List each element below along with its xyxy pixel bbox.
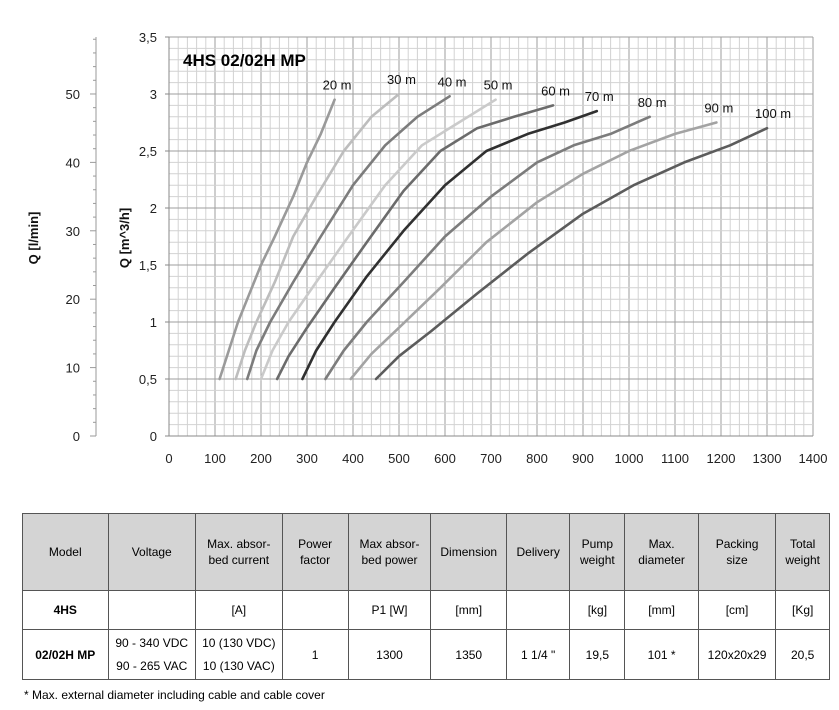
cell-delivery-unit: [506, 590, 571, 630]
header-model: Model: [22, 513, 109, 591]
x-tick-label: 1000: [615, 451, 644, 466]
cell-diameter-unit: [mm]: [624, 590, 699, 630]
current-ac: 10 (130 VAC): [202, 658, 275, 673]
header-pump-weight: Pump weight: [569, 513, 626, 591]
y2-tick-label: 10: [66, 361, 80, 376]
x-tick-label: 900: [572, 451, 594, 466]
cell-voltage: 90 - 340 VDC 90 - 265 VAC: [107, 629, 196, 680]
cell-current-unit: [A]: [194, 590, 283, 630]
x-tick-label: 700: [480, 451, 502, 466]
cell-power: 1300: [347, 629, 432, 680]
header-dimension: Dimension: [430, 513, 508, 591]
cell-diameter: 101 *: [624, 629, 699, 680]
y-tick-label: 3: [150, 87, 157, 102]
x-tick-label: 1400: [799, 451, 828, 466]
x-tick-label: 100: [204, 451, 226, 466]
series-label-40m: 40 m: [438, 74, 467, 89]
series-label-70m: 70 m: [585, 89, 614, 104]
series-label-30m: 30 m: [387, 72, 416, 87]
x-tick-label: 600: [434, 451, 456, 466]
spec-table: Model Voltage Max. absor-bed current Power f…: [22, 513, 830, 680]
header-packing: Packing size: [697, 513, 777, 591]
x-tick-label: 400: [342, 451, 364, 466]
x-tick-label: 800: [526, 451, 548, 466]
series-label-80m: 80 m: [638, 95, 667, 110]
y-tick-label: 3,5: [139, 30, 157, 45]
header-delivery: Delivery: [506, 513, 571, 591]
y-tick-label: 1,5: [139, 258, 157, 273]
chart-grid: [168, 36, 814, 437]
x-tick-label: 1200: [707, 451, 736, 466]
series-line-50m: [259, 98, 497, 381]
series-line-30m: [234, 92, 401, 381]
series-line-100m: [374, 126, 769, 381]
cell-power-unit: P1 [W]: [347, 590, 432, 630]
current-dc: 10 (130 VDC): [202, 635, 276, 650]
table-header-row: Model Voltage Max. absor-bed current Power f…: [22, 513, 830, 591]
chart-title: 4HS 02/02H MP: [183, 51, 306, 70]
header-diameter: Max. diameter: [624, 513, 699, 591]
x-tick-label: 500: [388, 451, 410, 466]
cell-model-series: 4HS: [22, 590, 109, 630]
pump-performance-chart: 0 100 200 300 400 500 600 700 800 900 1000 1100 1200…: [26, 30, 828, 466]
cell-total-weight-unit: [Kg]: [775, 590, 830, 630]
y-tick-label: 2,5: [139, 144, 157, 159]
x-tick-label: 1100: [661, 451, 689, 466]
series-label-60m: 60 m: [541, 83, 570, 98]
series-line-20m: [218, 98, 336, 381]
x-tick-label: 1300: [753, 451, 782, 466]
series-label-90m: 90 m: [704, 101, 733, 116]
y-tick-label: 0: [150, 429, 157, 444]
series-label-50m: 50 m: [484, 78, 513, 93]
cell-power-factor-unit: [281, 590, 349, 630]
y-tick-label: 2: [150, 201, 157, 216]
chart-series: 20 m 30 m 40 m 50 m 60 m 70 m 80 m 90 m 100 m: [218, 72, 791, 381]
y-axis-title: Q [m^3/h]: [117, 208, 132, 268]
y2-tick-label: 0: [73, 429, 80, 444]
cell-model: 02/02H MP: [22, 629, 109, 680]
cell-total-weight: 20,5: [775, 629, 830, 680]
x-tick-label: 200: [250, 451, 272, 466]
series-line-70m: [301, 109, 599, 381]
cell-dimension: 1350: [430, 629, 508, 680]
series-label-100m: 100 m: [755, 106, 791, 121]
header-power-factor: Power factor: [281, 513, 349, 591]
series-label-20m: 20 m: [323, 78, 352, 93]
header-total-weight: Total weight: [775, 513, 830, 591]
series-line-90m: [349, 121, 718, 381]
table-data-row: 02/02H MP 90 - 340 VDC 90 - 265 VAC 10 (…: [22, 629, 830, 680]
cell-voltage-unit: [107, 590, 196, 630]
voltage-ac: 90 - 265 VAC: [116, 658, 188, 673]
header-current: Max. absor-bed current: [194, 513, 283, 591]
y2-tick-label: 50: [66, 87, 80, 102]
table-units-row: 4HS [A] P1 [W] [mm] [kg] [mm] [cm] [Kg]: [22, 590, 830, 630]
cell-pump-weight-unit: [kg]: [569, 590, 626, 630]
header-power: Max absor-bed power: [347, 513, 432, 591]
cell-pump-weight: 19,5: [569, 629, 626, 680]
voltage-dc: 90 - 340 VDC: [115, 635, 189, 650]
x-tick-label: 0: [165, 451, 172, 466]
y2-tick-label: 30: [66, 224, 80, 239]
cell-packing-unit: [cm]: [697, 590, 777, 630]
y2-axis-title: Q [l/min]: [26, 212, 41, 265]
x-tick-label: 300: [296, 451, 318, 466]
series-line-40m: [245, 95, 451, 381]
series-line-60m: [275, 104, 555, 381]
y-tick-label: 1: [150, 315, 157, 330]
chart-axes: 0 100 200 300 400 500 600 700 800 900 1000 1100 1200…: [66, 30, 828, 466]
cell-packing: 120x20x29: [697, 629, 777, 680]
cell-power-factor: 1: [281, 629, 349, 680]
cell-delivery: 1 1/4 ": [506, 629, 571, 680]
footnote: * Max. external diameter including cable…: [24, 688, 325, 702]
header-voltage: Voltage: [107, 513, 196, 591]
cell-current: 10 (130 VDC) 10 (130 VAC): [194, 629, 283, 680]
cell-dimension-unit: [mm]: [430, 590, 508, 630]
y2-tick-label: 40: [66, 155, 80, 170]
y-tick-label: 0,5: [139, 372, 157, 387]
series-line-80m: [324, 115, 652, 381]
y2-tick-label: 20: [66, 292, 80, 307]
